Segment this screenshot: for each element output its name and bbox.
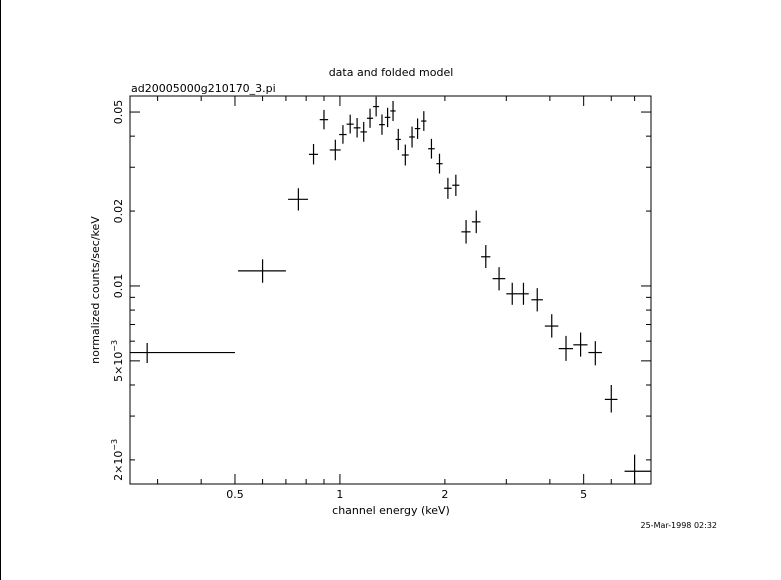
- x-tick-label: 1: [336, 488, 343, 501]
- y-tick-label: 0.02: [112, 199, 125, 224]
- data-point: [428, 138, 435, 159]
- data-point: [409, 126, 415, 148]
- plot-frame: [129, 95, 652, 485]
- y-tick-mantissa: 5×10: [112, 352, 125, 382]
- data-point: [130, 342, 235, 364]
- data-point: [373, 96, 380, 117]
- data-point: [288, 188, 309, 211]
- data-point: [339, 125, 347, 144]
- data-point: [531, 288, 543, 312]
- y-axis-label: normalized counts/sec/keV: [89, 216, 102, 364]
- data-point: [346, 114, 354, 134]
- y-tick-label: 2×10−3: [110, 439, 125, 481]
- data-point: [329, 139, 341, 161]
- data-point: [492, 267, 506, 291]
- data-point: [588, 341, 602, 366]
- data-point: [353, 118, 361, 138]
- data-point: [421, 111, 427, 131]
- chart-title: data and folded model: [329, 66, 454, 79]
- data-point: [401, 144, 409, 166]
- data-point: [390, 100, 396, 122]
- chart-subtitle: ad20005000g210170_3.pi: [131, 82, 276, 95]
- window-edge: [0, 0, 1, 580]
- x-tick-label: 5: [580, 488, 587, 501]
- x-axis-label: channel energy (keV): [332, 504, 450, 517]
- data-point: [379, 114, 385, 135]
- y-tick-labels: 2×10−35×10−30.010.020.05: [110, 100, 125, 481]
- y-tick-label: 5×10−3: [110, 340, 125, 382]
- data-point: [436, 153, 443, 174]
- data-point: [517, 282, 529, 305]
- data-point: [506, 282, 518, 305]
- data-point: [481, 245, 491, 269]
- data-point: [414, 118, 421, 139]
- data-point: [573, 332, 588, 357]
- y-tick-mantissa: 2×10: [112, 451, 125, 481]
- data-point: [444, 177, 452, 199]
- data-point: [366, 108, 374, 128]
- data-point: [384, 107, 391, 128]
- data-point: [308, 143, 318, 165]
- data-point: [395, 128, 401, 150]
- data-point: [544, 314, 559, 338]
- timestamp: 25-Mar-1998 02:32: [641, 521, 718, 530]
- axis-ticks: [130, 96, 651, 484]
- data-point: [461, 220, 471, 244]
- data-point: [237, 259, 286, 283]
- data-point: [452, 174, 460, 196]
- y-tick-exponent: −3: [110, 439, 119, 451]
- data-point: [558, 335, 573, 361]
- data-point: [604, 384, 618, 413]
- y-tick-exponent: −3: [110, 340, 119, 352]
- data-point: [360, 121, 367, 142]
- data-point: [624, 454, 651, 484]
- data-points: [130, 96, 651, 484]
- x-tick-label: 2: [441, 488, 448, 501]
- data-point: [471, 210, 481, 234]
- data-point: [319, 109, 329, 130]
- y-tick-label: 0.05: [112, 100, 125, 125]
- x-tick-labels: 0.5 1 2 5: [226, 488, 587, 501]
- x-tick-label: 0.5: [226, 488, 244, 501]
- y-tick-label: 0.01: [112, 274, 125, 299]
